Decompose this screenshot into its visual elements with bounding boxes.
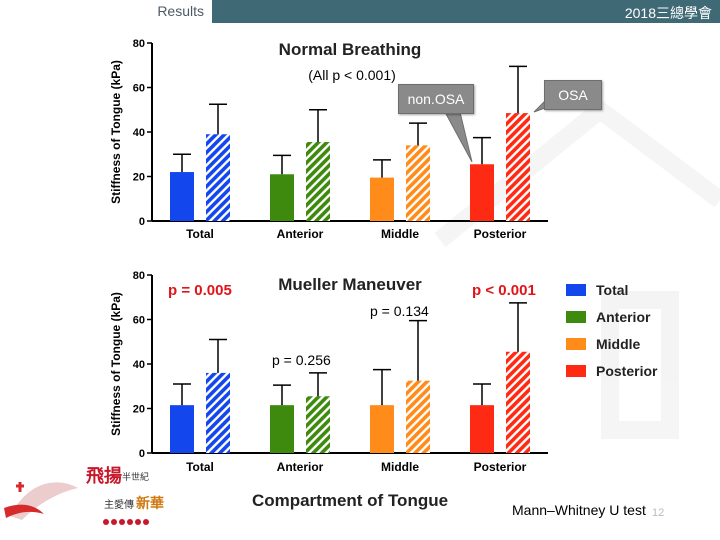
chart-normal-breathing: Normal Breathing Stiffness of Tongue (kPa… (109, 38, 557, 241)
legend-label: Total (596, 282, 628, 298)
section-title: Results (157, 3, 204, 19)
hospital-logo: 飛揚 半世紀 主愛傳 新華 (4, 466, 164, 525)
bar-osa-total (206, 134, 230, 221)
chart-title: Mueller Maneuver (278, 275, 422, 294)
page-number: 12 (652, 507, 665, 519)
bar-nonosa-middle (370, 405, 394, 453)
y-tick-label: 0 (139, 216, 145, 228)
section-tab: Results (0, 0, 212, 23)
bar-nonosa-posterior (470, 405, 494, 453)
chart-legend: Total Anterior Middle Posterior (566, 282, 658, 379)
y-tick-label: 60 (133, 83, 145, 95)
logo-subtitle-2: 主愛傳 (104, 498, 134, 511)
y-tick-label: 0 (139, 448, 145, 460)
y-tick-label: 20 (133, 404, 145, 416)
chart-title: Normal Breathing (279, 40, 422, 59)
x-tick-label: Total (186, 227, 214, 241)
header-bar: Results 2018三總學會 (0, 0, 720, 23)
bar-osa-middle (406, 380, 430, 453)
legend-swatch (566, 365, 586, 377)
legend-label: Middle (596, 336, 641, 352)
p-value-label: p = 0.005 (168, 282, 232, 299)
p-value-label: p = 0.256 (272, 352, 331, 368)
legend-label: Anterior (596, 309, 651, 325)
bar-nonosa-total (170, 172, 194, 221)
y-tick-label: 80 (133, 38, 145, 50)
x-tick-label: Posterior (474, 227, 527, 241)
bar-nonosa-anterior (270, 174, 294, 221)
bar-osa-posterior (506, 113, 530, 221)
x-tick-label: Anterior (277, 460, 324, 474)
legend-swatch (566, 284, 586, 296)
callout-osa: OSA (544, 80, 602, 110)
y-axis-label: Stiffness of Tongue (kPa) (109, 60, 123, 204)
bar-osa-anterior (306, 142, 330, 221)
bar-osa-middle (406, 145, 430, 221)
legend-swatch (566, 338, 586, 350)
callout-non-osa-pointer (444, 111, 473, 163)
y-axis-label: Stiffness of Tongue (kPa) (109, 292, 123, 436)
logo-subtitle-3: 新華 (136, 495, 164, 512)
y-tick-label: 20 (133, 172, 145, 184)
chart-mueller-maneuver: Mueller Maneuver Stiffness of Tongue (kPa… (109, 270, 548, 510)
x-tick-label: Anterior (277, 227, 324, 241)
statistical-test-note: Mann–Whitney U test (512, 502, 646, 518)
y-tick-label: 60 (133, 315, 145, 327)
y-tick-label: 40 (133, 127, 145, 139)
x-tick-label: Total (186, 460, 214, 474)
bar-nonosa-posterior (470, 164, 494, 221)
chart-subtitle: (All p < 0.001) (308, 67, 396, 83)
bar-nonosa-anterior (270, 405, 294, 453)
y-tick-label: 80 (133, 270, 145, 282)
legend-label: Posterior (596, 363, 658, 379)
x-tick-label: Middle (381, 227, 419, 241)
bar-osa-anterior (306, 396, 330, 453)
bar-nonosa-total (170, 405, 194, 453)
logo-subtitle-1: 半世紀 (122, 471, 149, 483)
p-value-label: p = 0.134 (370, 303, 429, 319)
x-tick-label: Posterior (474, 460, 527, 474)
bar-osa-total (206, 372, 230, 453)
y-tick-label: 40 (133, 359, 145, 371)
bar-nonosa-middle (370, 177, 394, 221)
p-value-label: p < 0.001 (472, 282, 536, 299)
x-axis-label: Compartment of Tongue (252, 491, 448, 510)
legend-swatch (566, 311, 586, 323)
event-title: 2018三總學會 (624, 5, 712, 21)
logo-title: 飛揚 (86, 466, 122, 487)
x-tick-label: Middle (381, 460, 419, 474)
bar-osa-posterior (506, 351, 530, 453)
callout-non-osa: non.OSA (398, 84, 474, 114)
